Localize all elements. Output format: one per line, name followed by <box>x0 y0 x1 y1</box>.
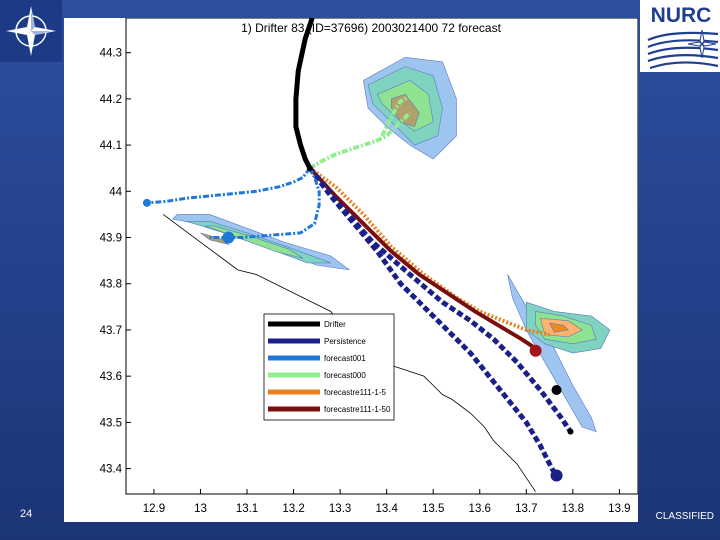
legend-label-1: Persistence <box>324 337 366 346</box>
nurc-logo: NURC <box>640 0 720 72</box>
y-tick-label-2: 44.1 <box>100 140 122 152</box>
chart-figure: 1) Drifter 83 (ID=37696) 2003021400 72 f… <box>64 18 638 522</box>
legend-label-2: forecast001 <box>324 354 366 363</box>
nurc-logo-text: NURC <box>651 4 712 27</box>
series-line-7 <box>209 167 321 240</box>
marker-layer <box>142 165 574 482</box>
y-tick-label-4: 43.9 <box>100 233 122 245</box>
marker-6 <box>306 165 313 172</box>
y-tick-label-5: 43.8 <box>100 279 122 291</box>
legend-box <box>263 313 395 421</box>
series-line-2 <box>146 167 312 205</box>
tick-layer: 12.9 13 13.1 13.2 13.3 13.4 13.5 13.6 13.7 13.8 13… <box>100 48 631 515</box>
marker-5 <box>567 428 574 435</box>
y-tick-label-9: 43.4 <box>100 464 123 476</box>
x-tick-label-9: 13.8 <box>562 503 584 515</box>
axes-box <box>125 18 638 495</box>
legend-label-5: forecastre111-1-50 <box>324 405 391 414</box>
series-line-3 <box>308 111 412 170</box>
x-tick-label-1: 13 <box>194 503 207 515</box>
marker-2 <box>529 344 542 357</box>
legend-label-3: forecast000 <box>324 371 366 380</box>
nato-logo <box>0 0 62 62</box>
legend-label-4: forecastre111-1-5 <box>324 388 387 397</box>
y-tick-label-6: 43.7 <box>100 325 122 337</box>
y-tick-label-8: 43.5 <box>100 417 122 429</box>
drifter-chart: 1) Drifter 83 (ID=37696) 2003021400 72 f… <box>100 18 638 515</box>
marker-0 <box>142 198 151 207</box>
x-tick-label-8: 13.7 <box>515 503 537 515</box>
series-layer <box>146 18 573 477</box>
y-tick-label-3: 44 <box>109 186 122 198</box>
chart-title: 1) Drifter 83 (ID=37696) 2003021400 72 f… <box>241 21 501 35</box>
x-tick-label-3: 13.2 <box>282 503 304 515</box>
legend-label-0: Drifter <box>324 320 346 329</box>
x-tick-label-0: 12.9 <box>143 503 165 515</box>
x-tick-label-10: 13.9 <box>608 503 630 515</box>
x-tick-label-4: 13.3 <box>329 503 351 515</box>
contour-blob-12 <box>549 322 569 333</box>
y-tick-label-1: 44.2 <box>100 94 122 106</box>
series-line-0 <box>293 18 315 170</box>
y-tick-label-7: 43.6 <box>100 371 122 383</box>
marker-3 <box>550 469 563 482</box>
nurc-logo-graphic: NURC <box>647 4 719 70</box>
x-tick-label-6: 13.5 <box>422 503 444 515</box>
y-tick-label-0: 44.3 <box>100 48 122 60</box>
slide-number: 24 <box>20 508 33 520</box>
marker-1 <box>222 231 235 244</box>
series-line-8 <box>380 94 411 137</box>
legend: Drifter Persistence forecast001 forecast000… <box>263 313 395 421</box>
x-tick-label-7: 13.6 <box>469 503 491 515</box>
nato-compass-icon <box>0 0 62 62</box>
series-line-5 <box>308 166 537 351</box>
x-tick-label-5: 13.4 <box>375 503 398 515</box>
marker-4 <box>551 385 562 396</box>
classification-label: CLASSIFIED <box>655 511 714 522</box>
x-tick-label-2: 13.1 <box>236 503 258 515</box>
